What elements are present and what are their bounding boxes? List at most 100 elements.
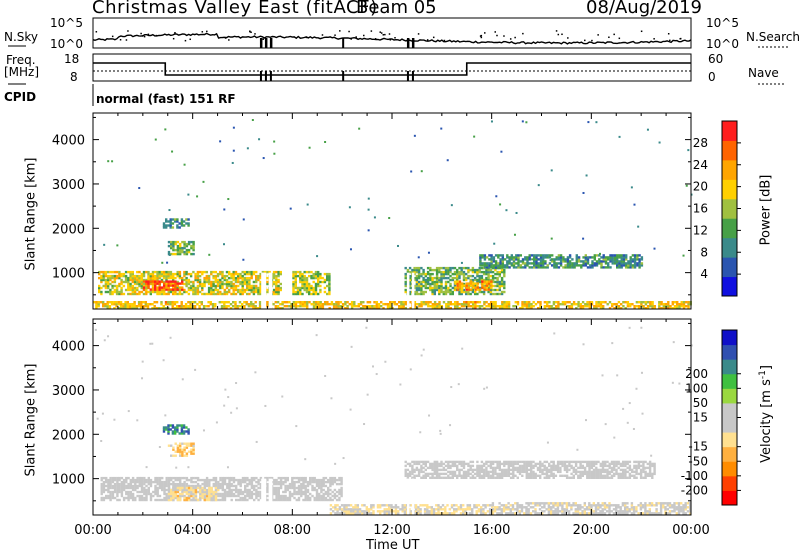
echo-cell xyxy=(471,460,475,464)
echo-cell xyxy=(185,242,189,246)
echo-cell xyxy=(277,284,280,288)
echo-cell xyxy=(494,288,497,292)
echo-cell xyxy=(622,472,625,476)
echo-cell xyxy=(644,472,647,476)
echo-cell xyxy=(546,264,549,267)
echo-cell xyxy=(660,303,663,306)
echo-cell xyxy=(205,476,209,480)
echo-cell xyxy=(474,476,477,479)
echo-cell xyxy=(279,282,282,286)
echo-cell xyxy=(314,270,318,274)
echo-cell xyxy=(624,470,627,474)
echo-cell xyxy=(584,303,587,306)
echo-cell xyxy=(616,266,619,269)
echo-cell xyxy=(147,274,150,278)
echo-cell xyxy=(163,282,166,285)
echo-cell xyxy=(145,484,148,488)
echo-cell xyxy=(413,272,416,276)
echo-cell xyxy=(160,303,163,306)
echo-cell xyxy=(125,478,128,482)
echo-cell xyxy=(338,508,342,511)
echo-cell xyxy=(465,301,468,304)
echo-cell xyxy=(295,490,298,494)
echo-cell xyxy=(474,307,477,310)
echo-cell xyxy=(302,486,305,490)
echo-cell xyxy=(557,266,561,269)
echo-cell xyxy=(489,270,493,274)
echo-cell xyxy=(165,484,168,488)
echo-cell xyxy=(152,490,155,494)
echo-cell xyxy=(210,494,213,498)
echo-cell xyxy=(682,303,686,306)
echo-cell xyxy=(310,288,313,292)
echo-cell xyxy=(113,280,117,284)
noise-search-dot xyxy=(597,34,599,36)
echo-cell xyxy=(243,288,247,292)
echo-cell xyxy=(543,468,546,472)
echo-cell xyxy=(449,464,452,468)
echo-cell xyxy=(155,301,159,304)
echo-cell xyxy=(205,482,209,486)
echo-cell xyxy=(604,474,607,477)
echo-cell xyxy=(241,284,244,288)
echo-cell xyxy=(181,490,184,494)
echo-cell xyxy=(631,474,634,477)
echo-cell xyxy=(158,288,161,291)
echo-cell xyxy=(108,305,112,308)
echo-cell xyxy=(133,278,137,282)
echo-cell xyxy=(315,496,319,500)
echo-cell xyxy=(279,498,283,502)
echo-cell xyxy=(586,256,590,259)
echo-cell xyxy=(530,462,533,466)
echo-cell xyxy=(482,468,486,472)
echo-cell xyxy=(210,478,213,482)
echo-cell xyxy=(542,266,545,269)
echo-cell xyxy=(156,490,159,494)
echo-cell xyxy=(324,484,328,488)
echo-cell xyxy=(199,498,202,502)
echo-cell xyxy=(182,224,186,227)
echo-cell xyxy=(196,498,200,502)
echo-cell xyxy=(172,448,175,451)
noise-search-dot xyxy=(509,38,512,40)
echo-cell xyxy=(219,286,222,290)
echo-cell xyxy=(217,482,220,486)
echo-cell xyxy=(532,460,535,464)
echo-cell xyxy=(436,303,439,306)
echo-cell xyxy=(127,278,130,282)
echo-cell xyxy=(255,278,258,282)
echo-cell xyxy=(406,472,410,476)
echo-cell xyxy=(165,498,168,502)
echo-cell xyxy=(483,307,486,310)
echo-cell xyxy=(252,305,255,308)
echo-cell xyxy=(556,464,560,468)
echo-cell xyxy=(185,486,189,490)
echo-cell xyxy=(635,305,639,308)
echo-cell xyxy=(323,272,327,276)
echo-cell xyxy=(601,462,605,466)
echo-cell xyxy=(282,476,285,480)
echo-cell xyxy=(502,510,506,513)
echo-cell xyxy=(514,512,517,515)
echo-cell xyxy=(133,307,136,310)
echo-cell xyxy=(532,305,535,308)
echo-cell xyxy=(228,476,231,480)
echo-cell xyxy=(244,490,247,494)
echo-cell xyxy=(465,286,468,289)
echo-cell xyxy=(453,460,457,464)
echo-cell xyxy=(292,286,295,290)
echo-cell xyxy=(315,484,319,488)
echo-cell xyxy=(109,480,112,484)
echo-cell xyxy=(180,305,183,308)
echo-cell xyxy=(109,292,112,296)
echo-cell xyxy=(293,492,296,496)
echo-cell xyxy=(153,307,156,310)
echo-cell xyxy=(559,460,562,464)
echo-cell xyxy=(246,490,249,494)
echo-cell xyxy=(239,276,242,280)
echo-cell xyxy=(454,282,457,285)
echo-cell xyxy=(474,276,477,280)
echo-cell xyxy=(138,290,141,294)
echo-cell xyxy=(221,476,224,480)
echo-cell xyxy=(223,288,226,292)
